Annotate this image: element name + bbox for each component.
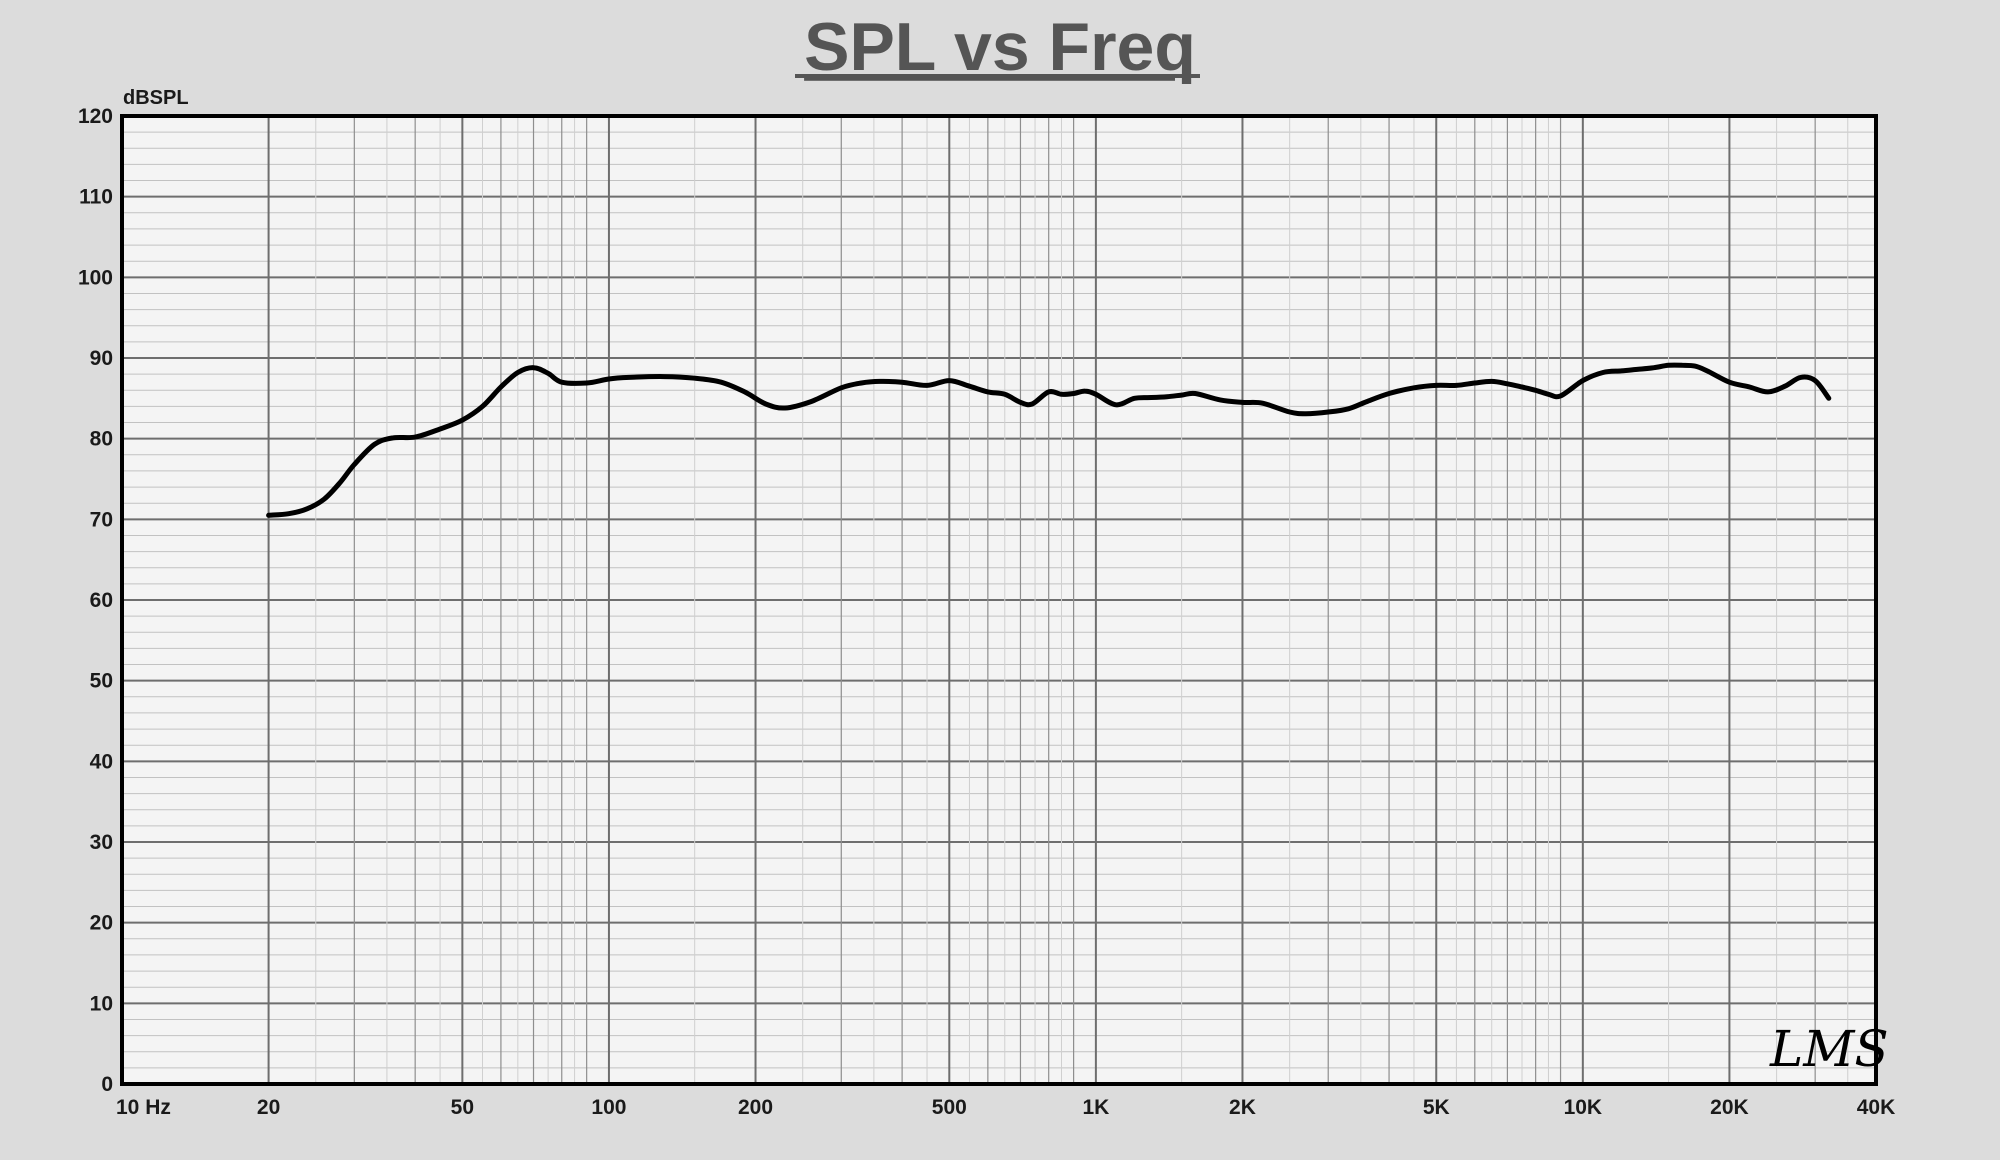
y-tick-label: 60	[90, 589, 113, 612]
x-tick-label: 500	[932, 1096, 967, 1119]
y-tick-label: 110	[79, 186, 113, 209]
y-axis-label: dBSPL	[123, 87, 189, 109]
x-tick-label: 1K	[1082, 1096, 1109, 1119]
x-tick-label: 40K	[1857, 1096, 1896, 1119]
y-axis-ticks: 0 10 20 30 40 50 60 70 80 90 100 110 120	[78, 105, 113, 1096]
y-tick-label: 70	[90, 508, 113, 531]
y-tick-label: 120	[78, 105, 113, 128]
y-tick-label: 20	[90, 912, 113, 935]
x-tick-label: 200	[738, 1096, 773, 1119]
x-tick-label: 10K	[1564, 1096, 1603, 1119]
x-tick-label: 100	[591, 1096, 626, 1119]
spl-curve	[266, 362, 1832, 518]
x-tick-label: 20	[257, 1096, 280, 1119]
y-tick-label: 0	[101, 1073, 113, 1096]
plot-frame	[120, 114, 1878, 1086]
y-tick-label: 40	[90, 750, 113, 773]
x-tick-label: 20K	[1710, 1096, 1749, 1119]
x-tick-label: 2K	[1229, 1096, 1256, 1119]
x-tick-label: 5K	[1423, 1096, 1450, 1119]
grid-lines	[122, 116, 1876, 1084]
y-tick-label: 50	[90, 670, 113, 693]
x-tick-label: 10 Hz	[116, 1096, 171, 1119]
y-tick-label: 90	[90, 347, 113, 370]
y-tick-label: 10	[90, 992, 113, 1015]
x-axis-ticks: 10 Hz 20 50 100 200 500 1K 2K 5K 10K 20K 40K	[116, 1096, 1895, 1119]
y-tick-label: 30	[90, 831, 113, 854]
chart-title: SPL vs Freq	[804, 9, 1196, 85]
y-tick-label: 100	[78, 266, 113, 289]
series-layer	[266, 362, 1832, 518]
brand-signature: LMS	[1769, 1020, 1889, 1078]
y-tick-label: 80	[90, 428, 113, 451]
x-tick-label: 50	[451, 1096, 474, 1119]
